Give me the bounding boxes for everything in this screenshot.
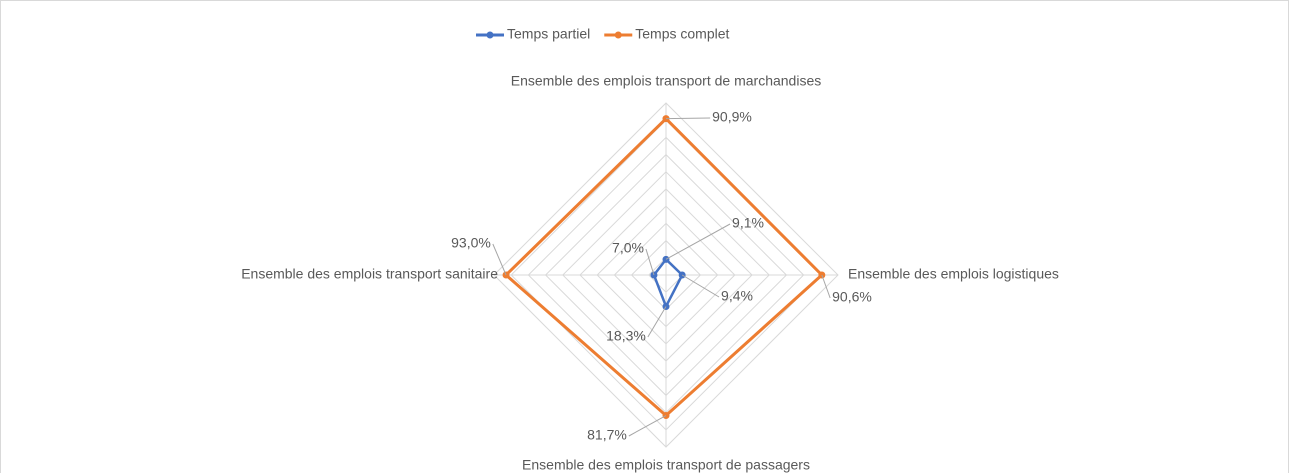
data-label: 90,9% [712, 109, 752, 125]
category-label: Ensemble des emplois transport sanitaire [241, 266, 498, 282]
legend-marker [486, 31, 494, 39]
leader-line [821, 274, 831, 299]
category-label: Ensemble des emplois transport de passag… [522, 457, 810, 473]
legend-marker [614, 31, 622, 39]
leader-line [492, 243, 507, 276]
leader-line [665, 117, 711, 120]
leader-line [647, 306, 667, 338]
data-label: 18,3% [606, 328, 646, 344]
leader-line [681, 274, 720, 298]
category-label: Ensemble des emplois logistiques [848, 266, 1059, 282]
data-label: 81,7% [587, 427, 627, 443]
data-label: 7,0% [612, 240, 644, 256]
legend-label: Temps partiel [507, 26, 590, 42]
leader-line [645, 248, 655, 276]
data-label: 9,1% [732, 215, 764, 231]
legend-label: Temps complet [635, 26, 729, 42]
data-label: 93,0% [451, 235, 491, 251]
data-label: 9,4% [721, 288, 753, 304]
data-label: 90,6% [832, 289, 872, 305]
category-label: Ensemble des emplois transport de marcha… [511, 73, 822, 89]
leader-line [628, 415, 667, 437]
leader-line [665, 223, 731, 260]
